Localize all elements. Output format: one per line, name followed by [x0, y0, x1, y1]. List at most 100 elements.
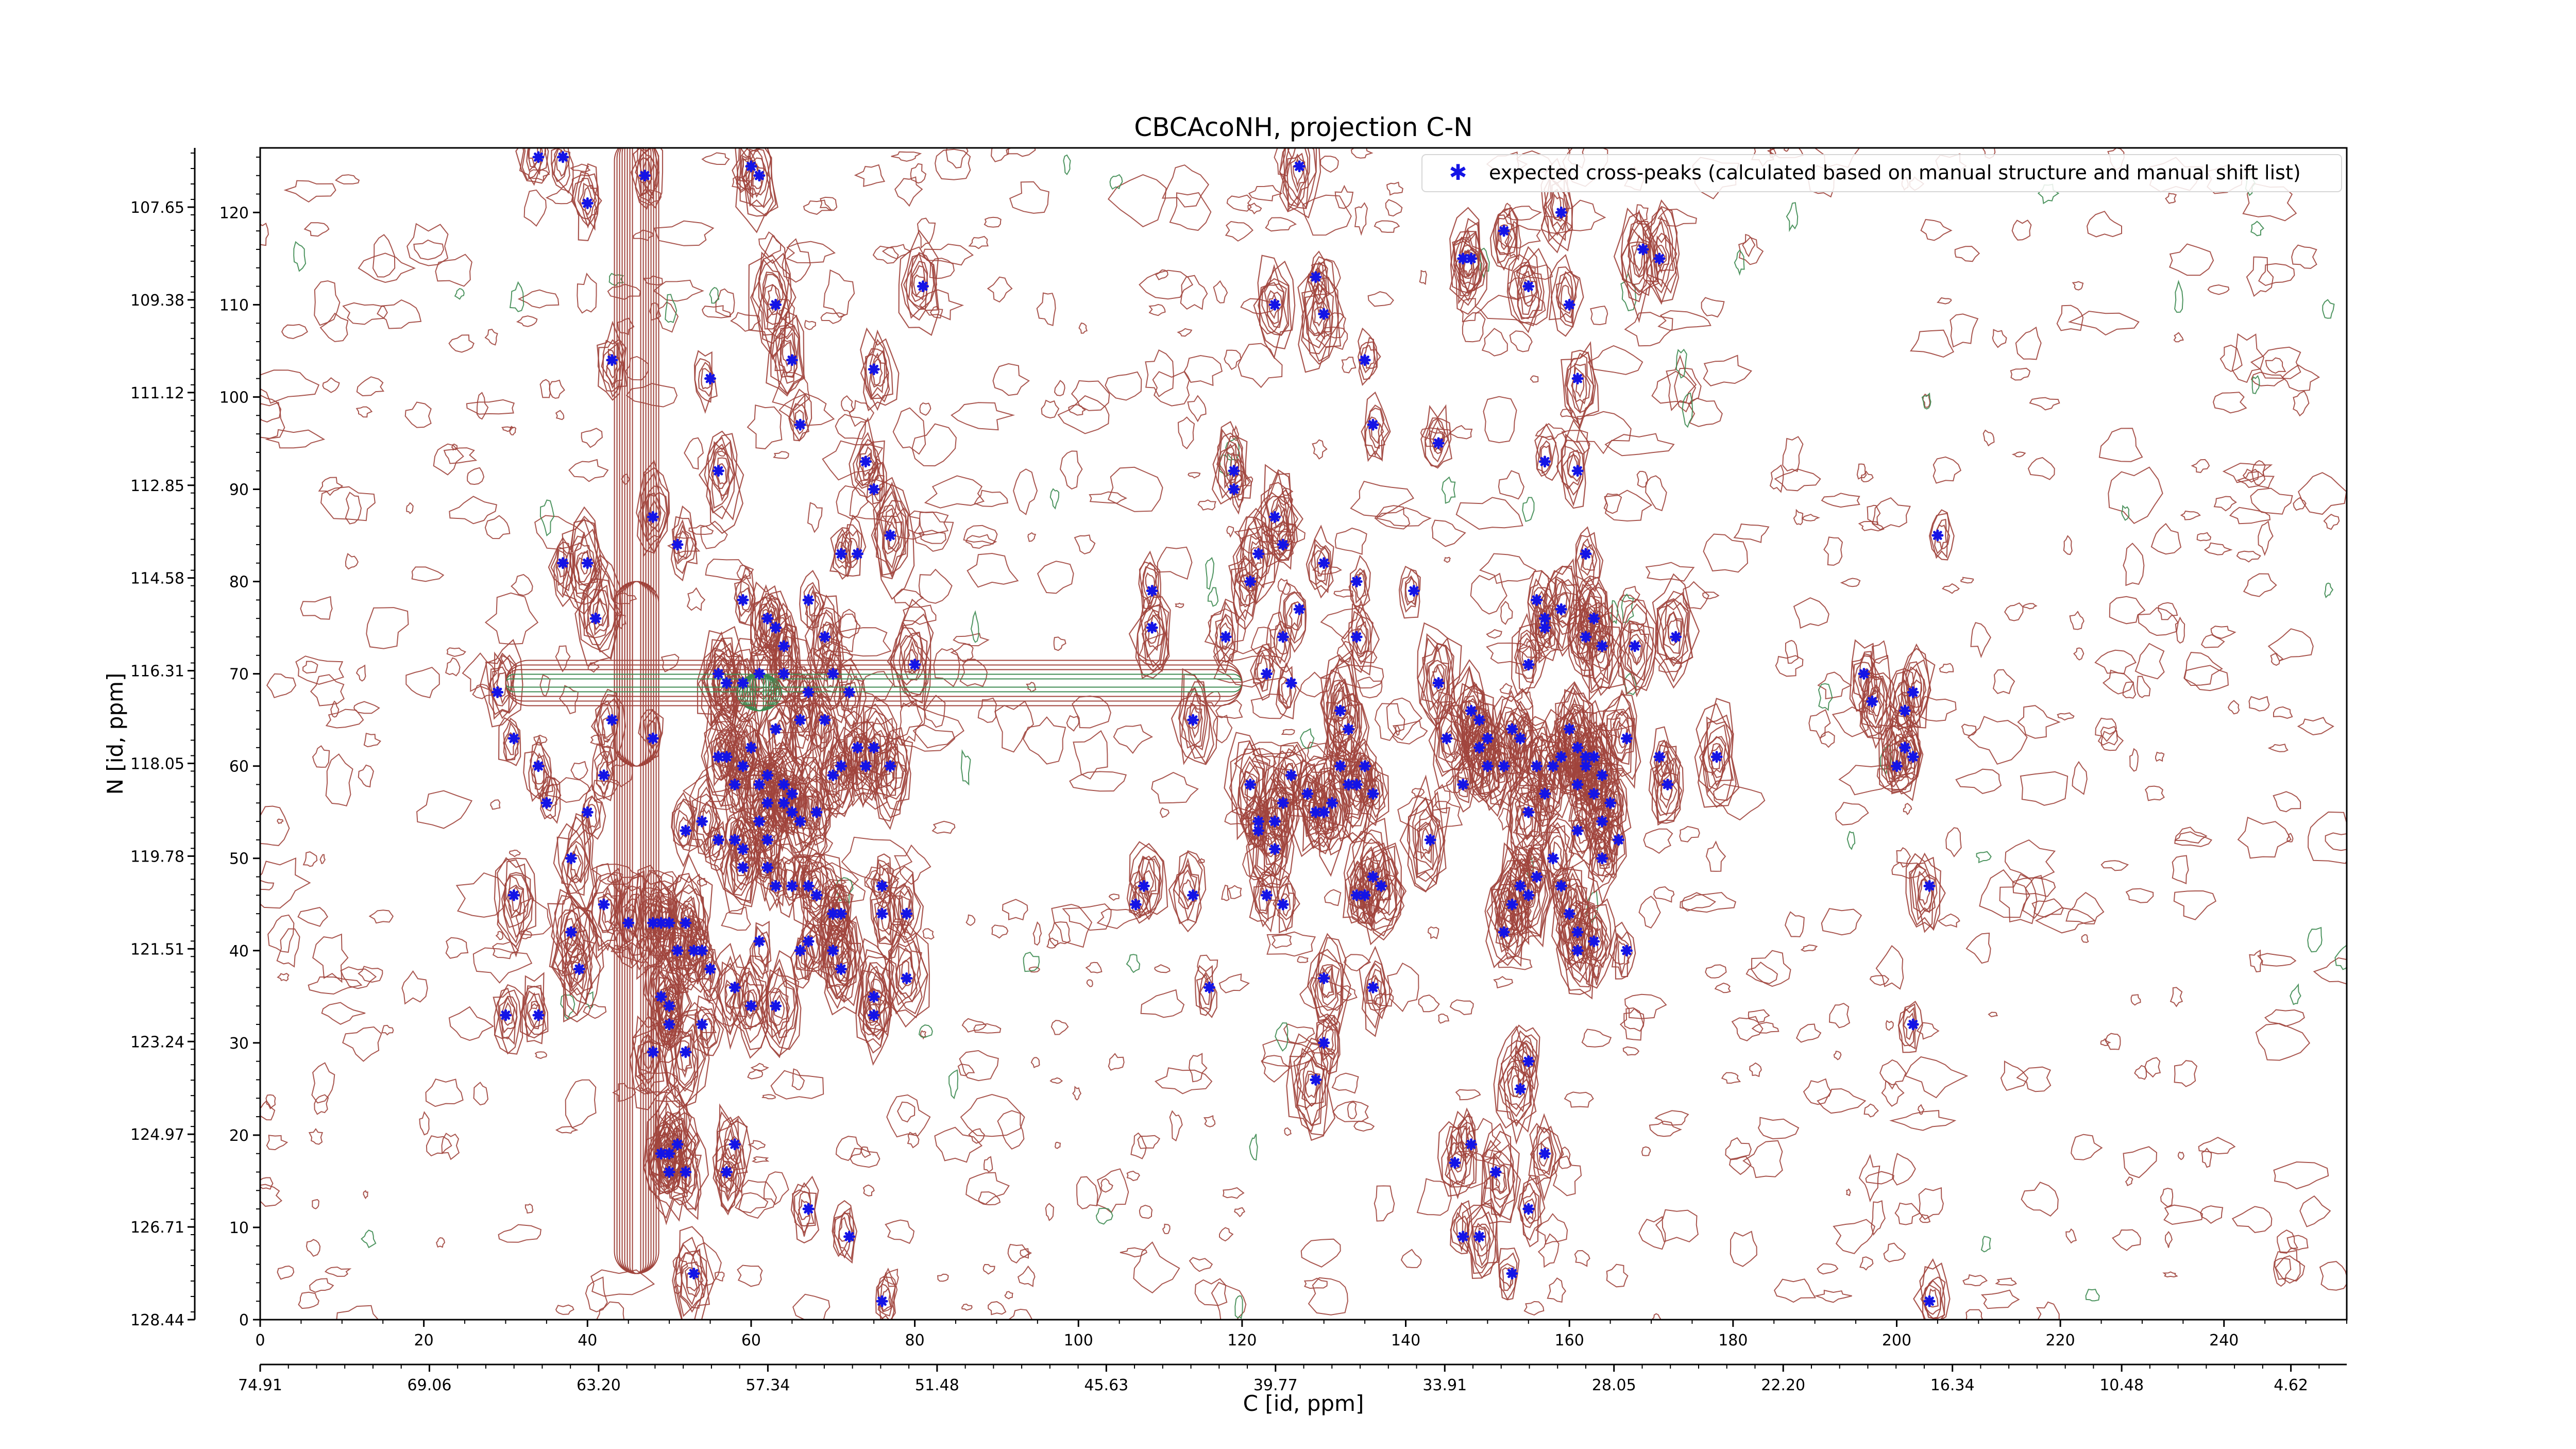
- contour-line: [1320, 649, 1362, 760]
- contour-line: [2165, 193, 2177, 204]
- contour-line: [1045, 1203, 1054, 1221]
- contour-line: [697, 1006, 717, 1057]
- cross-peak-marker: [1318, 972, 1330, 984]
- contour-line: [1234, 1295, 1243, 1319]
- cross-peak-marker: [1539, 621, 1551, 634]
- contour-line: [819, 718, 855, 817]
- contour-line: [847, 736, 880, 808]
- contour-line: [1900, 643, 1936, 729]
- cross-peak-marker: [1522, 1203, 1535, 1215]
- contour-line: [1328, 736, 1381, 844]
- contour-line: [342, 302, 388, 325]
- contour-line: [1515, 791, 1539, 849]
- contour-line: [1303, 1277, 1328, 1289]
- cross-peak-marker: [1367, 871, 1379, 883]
- contour-line: [1302, 194, 1352, 236]
- cross-peak-marker: [1498, 225, 1510, 237]
- cross-peak-marker: [598, 898, 610, 911]
- contour-line: [260, 1177, 274, 1190]
- contour-line: [961, 1303, 973, 1311]
- contour-line: [1885, 1020, 1894, 1031]
- cross-peak-marker: [507, 732, 520, 745]
- cross-peak-marker: [876, 1295, 888, 1307]
- contour-line: [1301, 283, 1334, 362]
- contour-line: [734, 567, 756, 627]
- contour-line: [1553, 868, 1590, 946]
- contour-line: [2275, 1255, 2301, 1284]
- contour-line: [1462, 312, 1486, 343]
- contour-line: [266, 673, 297, 699]
- contour-line: [1276, 748, 1302, 809]
- contour-line: [1009, 181, 1049, 214]
- cross-peak-marker: [581, 197, 594, 209]
- contour-line: [882, 244, 912, 260]
- cross-peak-marker: [1931, 529, 1944, 542]
- contour-line: [1569, 606, 1595, 662]
- contour-line: [1458, 1116, 1475, 1158]
- contour-line: [2297, 717, 2334, 736]
- cross-peak-marker: [1653, 751, 1666, 763]
- contour-line: [448, 334, 474, 353]
- contour-line: [1448, 425, 1473, 440]
- cross-peak-marker: [778, 668, 790, 680]
- contour-line: [2212, 392, 2247, 414]
- contour-line: [1135, 589, 1168, 679]
- contour-line: [1434, 784, 1451, 814]
- contour-line: [775, 760, 828, 868]
- cross-peak-marker: [573, 963, 585, 975]
- contour-line: [1491, 842, 1537, 946]
- contour-line: [1417, 821, 1434, 864]
- contour-line: [577, 273, 597, 314]
- cross-peak-marker: [737, 594, 749, 606]
- cross-peak-marker: [1596, 640, 1608, 652]
- contour-line: [1129, 875, 1151, 919]
- contour-line: [1939, 663, 1954, 673]
- contour-line: [1894, 1202, 1921, 1225]
- contour-line: [866, 461, 888, 517]
- contour-line: [2102, 669, 2134, 695]
- contour-line: [1504, 203, 1511, 217]
- contour-line: [1782, 436, 1804, 473]
- contour-line: [1560, 408, 1573, 417]
- contour-line: [1702, 592, 1720, 599]
- contour-line: [2123, 543, 2145, 586]
- contour-line: [1238, 343, 1283, 389]
- contour-line: [1386, 697, 1422, 741]
- contour-line: [888, 926, 928, 1015]
- contour-line: [1555, 876, 1569, 914]
- cross-peak-marker: [1531, 594, 1543, 606]
- contour-line: [1162, 1223, 1171, 1235]
- contour-line: [1617, 603, 1657, 691]
- contour-line: [898, 229, 940, 336]
- contour-line: [2011, 451, 2026, 458]
- contour-line: [1532, 1126, 1554, 1176]
- cross-peak-marker: [581, 806, 594, 818]
- contour-line: [835, 877, 854, 904]
- contour-line: [2258, 520, 2274, 557]
- contour-line: [675, 1243, 708, 1317]
- cross-peak-marker: [1514, 880, 1527, 892]
- contour-line: [1350, 148, 1374, 159]
- contour-line: [524, 990, 545, 1037]
- contour-line: [754, 596, 789, 669]
- contour-line: [340, 966, 377, 989]
- contour-line: [1575, 624, 1592, 654]
- contour-line: [586, 584, 617, 650]
- contour-line: [1924, 1284, 1942, 1315]
- cross-peak-marker: [1473, 1231, 1485, 1243]
- contour-line: [1283, 763, 1295, 789]
- contour-line: [833, 1207, 854, 1259]
- contour-line: [2000, 1060, 2029, 1091]
- contour-line: [1988, 1012, 1998, 1017]
- contour-line: [355, 664, 366, 682]
- contour-line: [974, 490, 1009, 507]
- contour-line: [1817, 1088, 1867, 1114]
- cross-peak-marker: [1580, 760, 1592, 772]
- contour-line: [1341, 603, 1380, 676]
- contour-line: [521, 148, 547, 181]
- contour-line: [716, 963, 744, 1027]
- contour-line: [2095, 717, 2117, 743]
- contour-line: [1879, 1059, 1907, 1090]
- cross-peak-marker: [606, 354, 618, 366]
- contour-line: [1205, 557, 1215, 590]
